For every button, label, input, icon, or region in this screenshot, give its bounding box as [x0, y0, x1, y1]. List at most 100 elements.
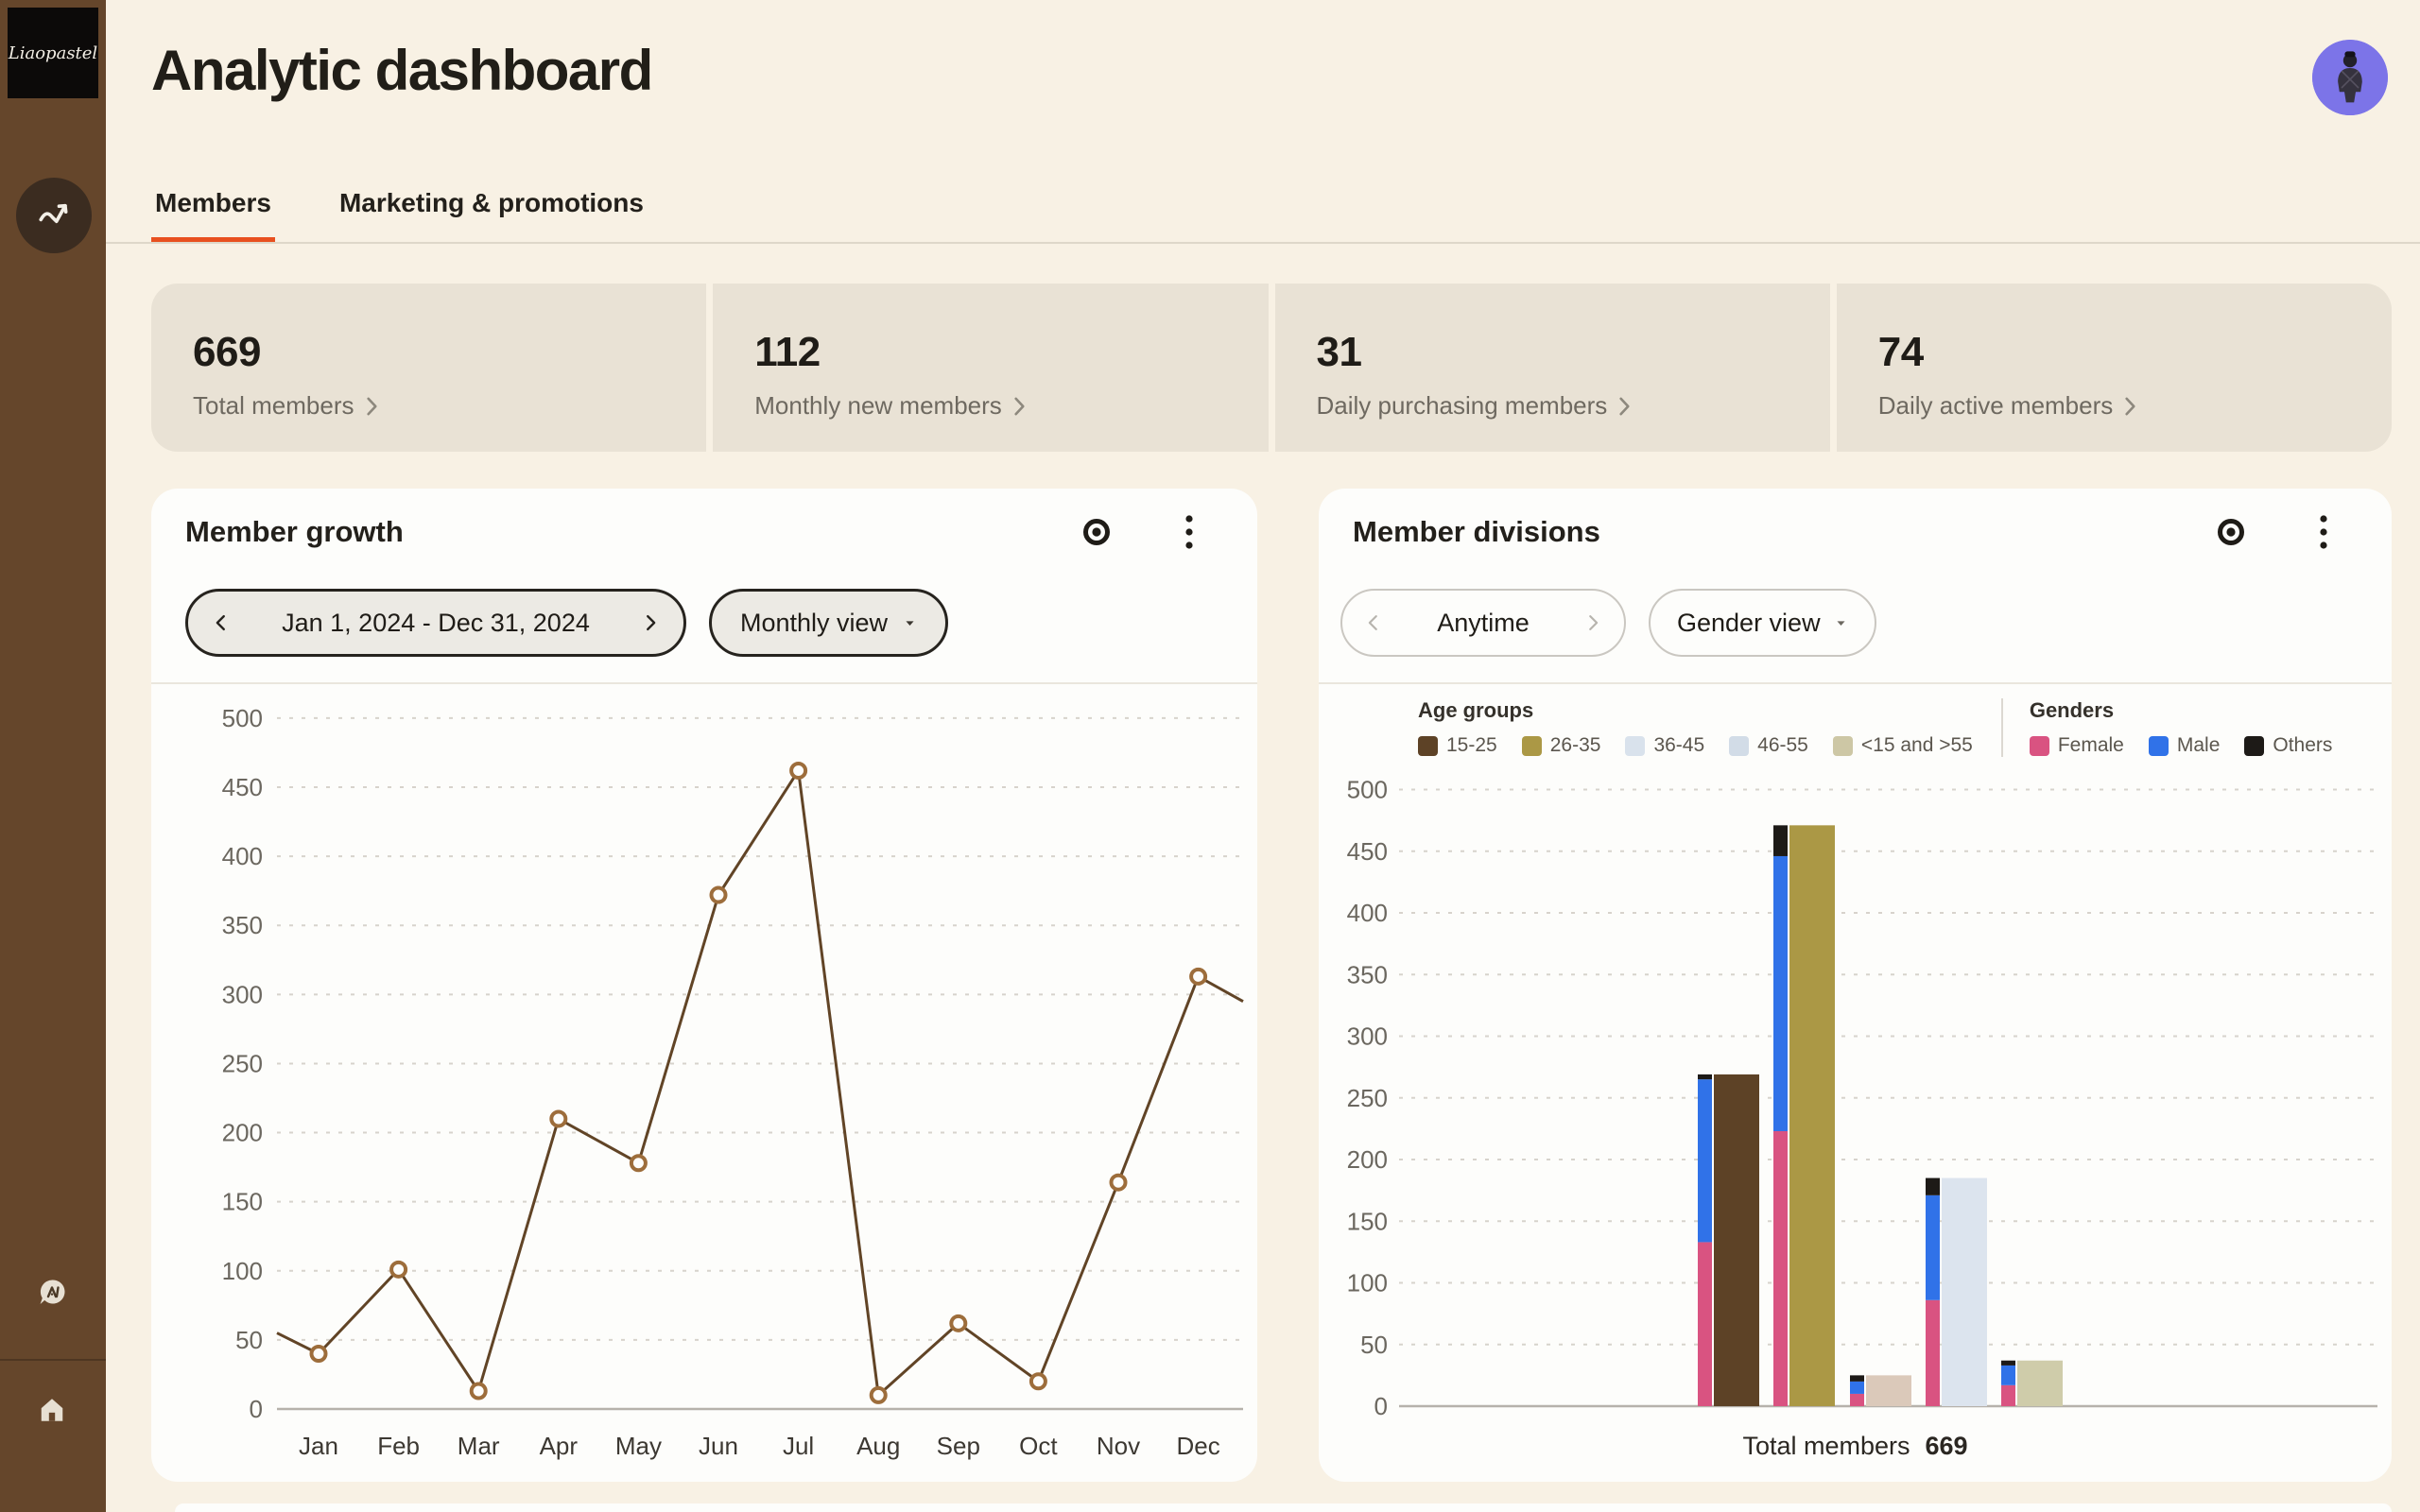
panel-divider — [1319, 682, 2392, 684]
tab-marketing-promotions[interactable]: Marketing & promotions — [338, 188, 644, 217]
user-avatar[interactable] — [2312, 40, 2388, 115]
next-panel-peek — [175, 1503, 2392, 1512]
brand-logo-text: Liaopastel — [8, 43, 98, 63]
svg-text:Nov: Nov — [1097, 1432, 1140, 1460]
brand-logo[interactable]: Liaopastel — [8, 8, 98, 98]
chevron-right-icon[interactable] — [1582, 612, 1603, 633]
member-divisions-panel: Member divisions Anytime Gender view — [1319, 489, 2392, 1482]
view-mode-dropdown[interactable]: Monthly view — [709, 589, 949, 657]
svg-text:Oct: Oct — [1019, 1432, 1058, 1460]
legend-item: 26-35 — [1521, 734, 1600, 757]
date-range-value: Jan 1, 2024 - Dec 31, 2024 — [282, 608, 590, 637]
stat-label: Total members — [193, 391, 354, 420]
eye-icon — [2218, 519, 2244, 545]
stat-card-total-members[interactable]: 669 Total members — [151, 284, 707, 452]
svg-text:350: 350 — [1347, 960, 1388, 988]
time-range-value: Anytime — [1437, 608, 1530, 637]
svg-text:Jun: Jun — [699, 1432, 738, 1460]
more-options-button[interactable] — [2305, 513, 2342, 551]
legend-swatch — [2148, 735, 2169, 756]
chevron-right-icon — [1014, 397, 1025, 415]
date-range-selector[interactable]: Jan 1, 2024 - Dec 31, 2024 — [185, 589, 686, 657]
svg-text:400: 400 — [222, 842, 263, 870]
legend-item: 36-45 — [1625, 734, 1704, 757]
stat-value: 74 — [1877, 329, 1924, 375]
stat-card-monthly-new-members[interactable]: 112 Monthly new members — [713, 284, 1269, 452]
division-view-dropdown[interactable]: Gender view — [1649, 589, 1876, 657]
sidebar: Liaopastel — [0, 0, 106, 1512]
legend-item: 46-55 — [1729, 734, 1808, 757]
stat-value: 669 — [193, 329, 261, 375]
svg-text:350: 350 — [222, 911, 263, 939]
svg-text:Aug: Aug — [856, 1432, 900, 1460]
home-icon — [38, 1399, 66, 1428]
legend-title: Genders — [2029, 698, 2115, 722]
legend-swatch — [1832, 735, 1853, 756]
svg-text:0: 0 — [250, 1395, 263, 1423]
legend-divider — [2000, 698, 2003, 757]
legend-genders: Genders Female Male Others — [2029, 698, 2332, 757]
svg-text:0: 0 — [1374, 1392, 1388, 1420]
time-range-selector[interactable]: Anytime — [1340, 589, 1626, 657]
ai-chat-bubble-icon — [38, 1280, 68, 1312]
stat-label: Daily active members — [1877, 391, 2114, 420]
tab-members[interactable]: Members — [151, 189, 275, 244]
svg-text:100: 100 — [1347, 1269, 1388, 1297]
visibility-button[interactable] — [1078, 513, 1115, 551]
legend-swatch — [1625, 735, 1646, 756]
legend-swatch — [1521, 735, 1542, 756]
sidebar-item-home[interactable] — [38, 1396, 68, 1426]
stat-value: 112 — [754, 329, 821, 375]
sidebar-item-ai-assistant[interactable] — [38, 1278, 68, 1308]
svg-text:300: 300 — [222, 980, 263, 1008]
svg-text:Feb: Feb — [377, 1432, 420, 1460]
svg-text:150: 150 — [1347, 1207, 1388, 1235]
divisions-controls: Anytime Gender view — [1340, 589, 1876, 657]
chevron-right-icon[interactable] — [640, 612, 661, 633]
svg-text:150: 150 — [222, 1188, 263, 1216]
sidebar-divider — [0, 1359, 106, 1361]
panel-divider — [151, 682, 1257, 684]
svg-text:May: May — [615, 1432, 662, 1460]
chart-legend: Age groups 15-25 26-35 36-45 46-55 <15 a… — [1418, 698, 2332, 757]
bar-chart-x-axis-label: Total members 669 — [1742, 1432, 1968, 1460]
stat-card-daily-active-members[interactable]: 74 Daily active members — [1836, 284, 2392, 452]
division-view-value: Gender view — [1677, 608, 1821, 637]
legend-item: <15 and >55 — [1832, 734, 1973, 757]
visibility-button[interactable] — [2212, 513, 2250, 551]
more-options-button[interactable] — [1170, 513, 1208, 551]
kebab-menu-icon — [2320, 515, 2327, 549]
sidebar-item-analytics[interactable] — [16, 178, 92, 253]
page-title: Analytic dashboard — [151, 39, 653, 102]
growth-controls: Jan 1, 2024 - Dec 31, 2024 Monthly view — [185, 589, 949, 657]
stat-cards-row: 669 Total members 112 Monthly new member… — [151, 284, 2392, 452]
svg-text:400: 400 — [1347, 899, 1388, 927]
legend-swatch — [2244, 735, 2265, 756]
member-divisions-bar-chart: 0 50 100 150 200 250 300 350 400 450 500 — [1347, 776, 2377, 1420]
eye-icon — [1083, 519, 1110, 545]
svg-text:250: 250 — [1347, 1084, 1388, 1112]
trend-line-chart-icon — [33, 193, 75, 239]
tabs-divider — [106, 242, 2420, 244]
member-growth-line-chart: 0 50 100 150 200 250 300 350 400 450 500 Jan Feb Mar A… — [222, 704, 1244, 1460]
svg-text:200: 200 — [222, 1119, 263, 1147]
svg-text:450: 450 — [1347, 837, 1388, 866]
chevron-left-icon[interactable] — [1363, 612, 1384, 633]
member-growth-panel: Member growth Jan 1, 2024 - Dec 31, 2024… — [151, 489, 1257, 1482]
view-mode-value: Monthly view — [740, 608, 889, 637]
caret-down-icon — [906, 620, 914, 626]
stat-card-daily-purchasing-members[interactable]: 31 Daily purchasing members — [1274, 284, 1830, 452]
legend-item: Male — [2148, 734, 2220, 757]
svg-text:50: 50 — [235, 1326, 263, 1354]
panel-title: Member divisions — [1353, 515, 1600, 548]
svg-text:Sep: Sep — [937, 1432, 980, 1460]
chevron-right-icon — [366, 397, 377, 415]
legend-age-groups: Age groups 15-25 26-35 36-45 46-55 <15 a… — [1418, 698, 1973, 757]
legend-swatch — [2029, 735, 2049, 756]
panel-title: Member growth — [185, 515, 404, 548]
stat-label: Monthly new members — [754, 391, 1002, 420]
chevron-left-icon[interactable] — [211, 612, 232, 633]
legend-item: Others — [2244, 734, 2332, 757]
svg-text:500: 500 — [222, 704, 263, 732]
svg-text:200: 200 — [1347, 1145, 1388, 1174]
